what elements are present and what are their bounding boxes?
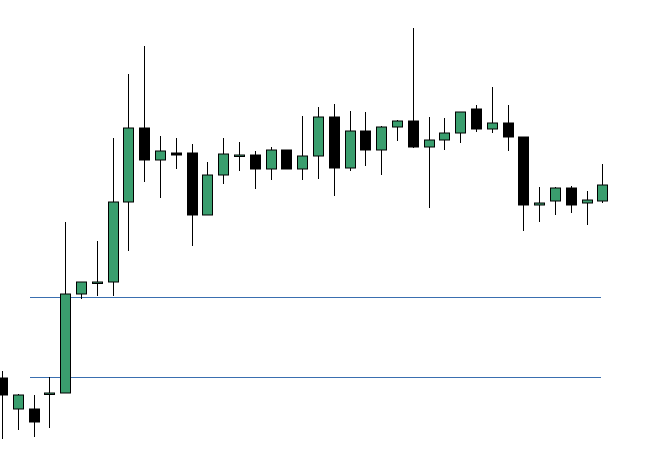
candle bbox=[13, 394, 24, 430]
candle bbox=[566, 186, 577, 213]
candle bbox=[202, 162, 213, 216]
candle bbox=[155, 136, 166, 198]
candle-body-bearish bbox=[566, 187, 577, 206]
candle bbox=[376, 126, 387, 175]
candle-body-bullish bbox=[345, 130, 356, 169]
candle bbox=[534, 187, 545, 222]
candle-body-bullish bbox=[60, 293, 71, 394]
candle-body-bullish bbox=[392, 120, 403, 128]
candle bbox=[218, 138, 229, 184]
candle bbox=[297, 116, 308, 180]
candle bbox=[92, 241, 103, 296]
candle bbox=[139, 46, 150, 182]
candle bbox=[29, 395, 40, 437]
candle-body-bearish bbox=[518, 136, 529, 206]
candle bbox=[108, 138, 119, 296]
candle bbox=[313, 107, 324, 179]
candle bbox=[250, 151, 261, 189]
candle-body-bullish bbox=[44, 392, 55, 395]
levels-layer bbox=[30, 297, 601, 378]
candle-body-bullish bbox=[439, 132, 450, 141]
candle bbox=[597, 164, 608, 203]
candle-body-bullish bbox=[376, 126, 387, 151]
candle bbox=[76, 281, 87, 299]
candle-body-bearish bbox=[29, 408, 40, 423]
candle-body-bullish bbox=[487, 122, 498, 130]
candle-body-bearish bbox=[250, 154, 261, 170]
candle bbox=[234, 142, 245, 171]
candle-body-bearish bbox=[329, 116, 340, 169]
candle-body-bullish bbox=[455, 111, 466, 134]
candle-body-bearish bbox=[360, 130, 371, 151]
candle bbox=[392, 120, 403, 141]
candle-body-bullish bbox=[313, 116, 324, 157]
candle-body-bullish bbox=[92, 281, 103, 284]
candle bbox=[171, 138, 182, 169]
candle-body-bullish bbox=[266, 149, 277, 170]
candle bbox=[0, 371, 8, 439]
candle bbox=[408, 28, 419, 148]
candle bbox=[345, 111, 356, 171]
candle bbox=[455, 111, 466, 143]
candle-body-bullish bbox=[13, 394, 24, 410]
candle-body-bullish bbox=[597, 184, 608, 202]
candle-body-bearish bbox=[171, 152, 182, 156]
candle bbox=[281, 149, 292, 170]
candle-body-bullish bbox=[155, 150, 166, 161]
candle-body-bearish bbox=[0, 377, 8, 396]
candle bbox=[44, 377, 55, 428]
candle bbox=[360, 112, 371, 166]
candle bbox=[487, 87, 498, 133]
candle-body-bullish bbox=[297, 155, 308, 170]
candle-body-bearish bbox=[187, 152, 198, 216]
candle-body-bullish bbox=[76, 281, 87, 295]
candle bbox=[582, 191, 593, 225]
candle-body-bullish bbox=[550, 187, 561, 202]
candle bbox=[187, 144, 198, 246]
candle-body-bearish bbox=[281, 149, 292, 170]
candle-body-bullish bbox=[108, 201, 119, 283]
candle bbox=[439, 118, 450, 150]
candle-body-bullish bbox=[234, 154, 245, 157]
candle-body-bearish bbox=[503, 122, 514, 138]
candle-body-bullish bbox=[534, 202, 545, 206]
candle-body-bearish bbox=[408, 120, 419, 148]
candle bbox=[518, 136, 529, 231]
candle-body-bullish bbox=[424, 139, 435, 148]
candle bbox=[503, 105, 514, 151]
candle-body-bullish bbox=[202, 174, 213, 216]
candle-body-bearish bbox=[471, 108, 482, 130]
candle bbox=[123, 74, 134, 251]
candle-body-bullish bbox=[582, 199, 593, 204]
candle bbox=[424, 117, 435, 208]
candle bbox=[550, 187, 561, 215]
candles-layer bbox=[0, 28, 608, 439]
candle-body-bullish bbox=[218, 153, 229, 176]
candle bbox=[329, 104, 340, 196]
candle-body-bullish bbox=[123, 127, 134, 203]
candle bbox=[60, 222, 71, 394]
candle-body-bearish bbox=[139, 127, 150, 161]
candle bbox=[266, 147, 277, 180]
candle bbox=[471, 105, 482, 132]
